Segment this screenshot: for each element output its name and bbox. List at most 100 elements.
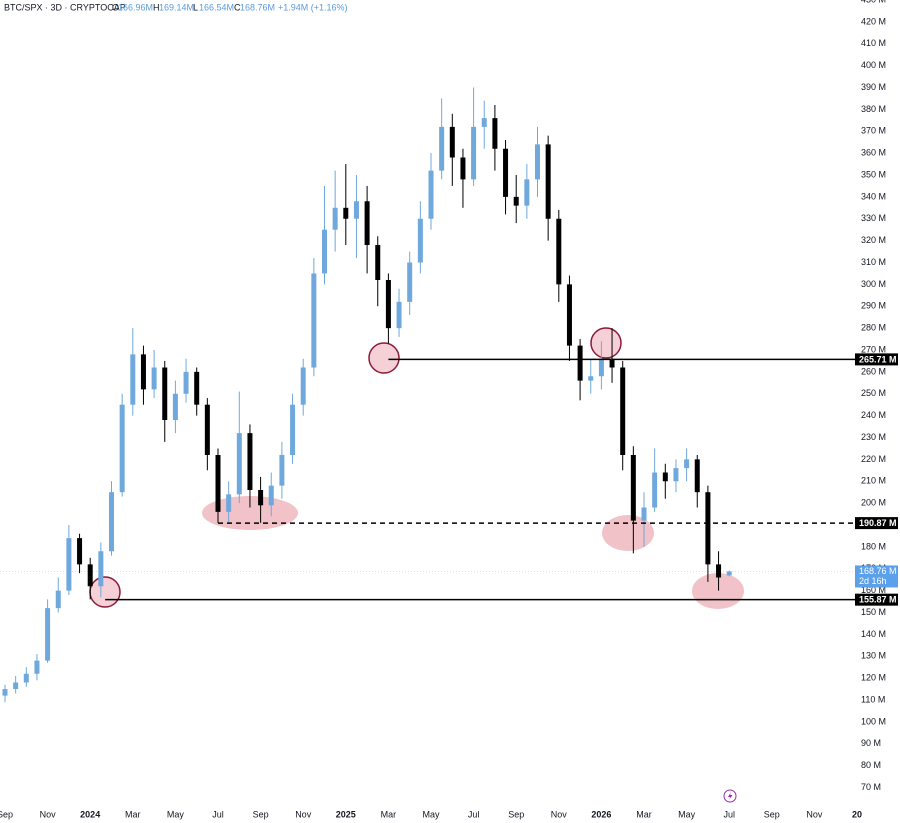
candle-body: [130, 354, 136, 405]
candle-body: [279, 455, 285, 486]
x-tick-label: 2024: [80, 809, 100, 819]
level-label: 265.71 M: [859, 354, 897, 364]
candle-body: [183, 371, 189, 394]
y-tick-label: 200 M: [861, 498, 886, 508]
candle-body: [364, 201, 370, 245]
candle-body: [481, 118, 487, 127]
candle-body: [215, 455, 221, 512]
level-label: 155.87 M: [859, 595, 897, 605]
x-tick-label: Mar: [636, 809, 652, 819]
y-tick-label: 280 M: [861, 323, 886, 333]
candle-body: [684, 459, 690, 469]
candle-body: [705, 492, 711, 565]
candle-body: [34, 660, 40, 674]
ohlc-key: L: [193, 2, 198, 12]
candle-body: [258, 490, 264, 506]
ohlc-value: 169.14M: [159, 2, 194, 12]
x-tick-label: Nov: [551, 809, 568, 819]
candle-body: [407, 262, 413, 302]
y-tick-label: 140 M: [861, 629, 886, 639]
candle-body: [492, 118, 498, 149]
header: BTC/SPX · 3D · CRYPTOCAP O 166.96M H 169…: [4, 2, 348, 12]
candle-body: [588, 376, 594, 381]
candle-body: [385, 280, 391, 329]
level-label-box: [855, 593, 898, 606]
y-tick-label: 220 M: [861, 454, 886, 464]
candle-body: [343, 207, 349, 219]
x-tick-label: 20: [852, 809, 862, 819]
candle-body: [726, 571, 732, 576]
y-tick-label: 130 M: [861, 651, 886, 661]
candle-body: [673, 468, 679, 482]
y-tick-label: 180 M: [861, 541, 886, 551]
y-tick-label: 300 M: [861, 279, 886, 289]
candle-body: [204, 404, 210, 455]
candle-body: [417, 218, 423, 263]
level-label-box: [855, 353, 898, 366]
candle-body: [109, 492, 114, 552]
y-tick-label: 350 M: [861, 169, 886, 179]
countdown-label: 2d 16h: [859, 576, 887, 586]
candle-body: [162, 367, 168, 420]
ohlc-key: H: [153, 2, 160, 12]
x-tick-label: 2025: [336, 809, 356, 819]
candle-body: [98, 551, 104, 587]
candle-body: [268, 485, 274, 506]
level-label: 190.87 M: [859, 518, 897, 528]
y-tick-label: 360 M: [861, 148, 886, 158]
candle-body: [77, 538, 83, 565]
candle-body: [428, 170, 434, 219]
candle-body: [119, 404, 125, 493]
x-tick-label: May: [422, 809, 440, 819]
highlight-circle: [89, 576, 121, 608]
x-tick-label: Nov: [40, 809, 57, 819]
y-tick-label: 160 M: [861, 585, 886, 595]
candle-body: [194, 371, 200, 405]
y-tick-label: 80 M: [861, 760, 881, 770]
candle-body: [716, 564, 722, 578]
y-tick-label: 210 M: [861, 476, 886, 486]
x-tick-label: Jul: [468, 809, 480, 819]
lightning-icon: [723, 789, 737, 803]
x-tick-label: Sep: [0, 809, 13, 819]
x-tick-label: 2026: [591, 809, 611, 819]
x-tick-label: Jul: [212, 809, 224, 819]
candle-body: [45, 608, 51, 661]
last-price-box: [855, 565, 898, 588]
x-tick-label: Nov: [806, 809, 823, 819]
highlight-circle: [368, 342, 400, 374]
y-tick-label: 370 M: [861, 126, 886, 136]
candle-body: [226, 494, 232, 512]
candle-body: [87, 564, 93, 587]
candle-body: [471, 126, 477, 180]
candle-body: [652, 472, 658, 508]
candle-body: [311, 273, 317, 368]
candle-body: [322, 229, 327, 274]
candle-body: [396, 301, 402, 329]
ohlc-value: 168.76M: [240, 2, 275, 12]
candle-body: [556, 218, 562, 285]
y-tick-label: 270 M: [861, 344, 886, 354]
y-tick-label: 330 M: [861, 213, 886, 223]
ohlc-key: C: [234, 2, 241, 12]
x-tick-label: Mar: [125, 809, 141, 819]
y-tick-label: 430 M: [861, 0, 886, 4]
candle-body: [172, 393, 178, 420]
y-tick-label: 110 M: [861, 694, 885, 704]
candle-body: [641, 507, 647, 521]
y-tick-label: 380 M: [861, 104, 886, 114]
candle-body: [460, 157, 466, 180]
candle-body: [598, 358, 604, 377]
candle-body: [375, 245, 381, 280]
highlight-ellipse: [602, 515, 654, 551]
y-tick-label: 390 M: [861, 82, 886, 92]
y-tick-label: 250 M: [861, 388, 886, 398]
ohlc-key: O: [112, 2, 119, 12]
last-price-label: 168.76 M: [859, 566, 897, 576]
candle-body: [2, 689, 8, 696]
candle-body: [535, 144, 540, 180]
candle-body: [332, 207, 338, 230]
x-tick-label: Jul: [723, 809, 735, 819]
candle-body: [694, 459, 700, 493]
